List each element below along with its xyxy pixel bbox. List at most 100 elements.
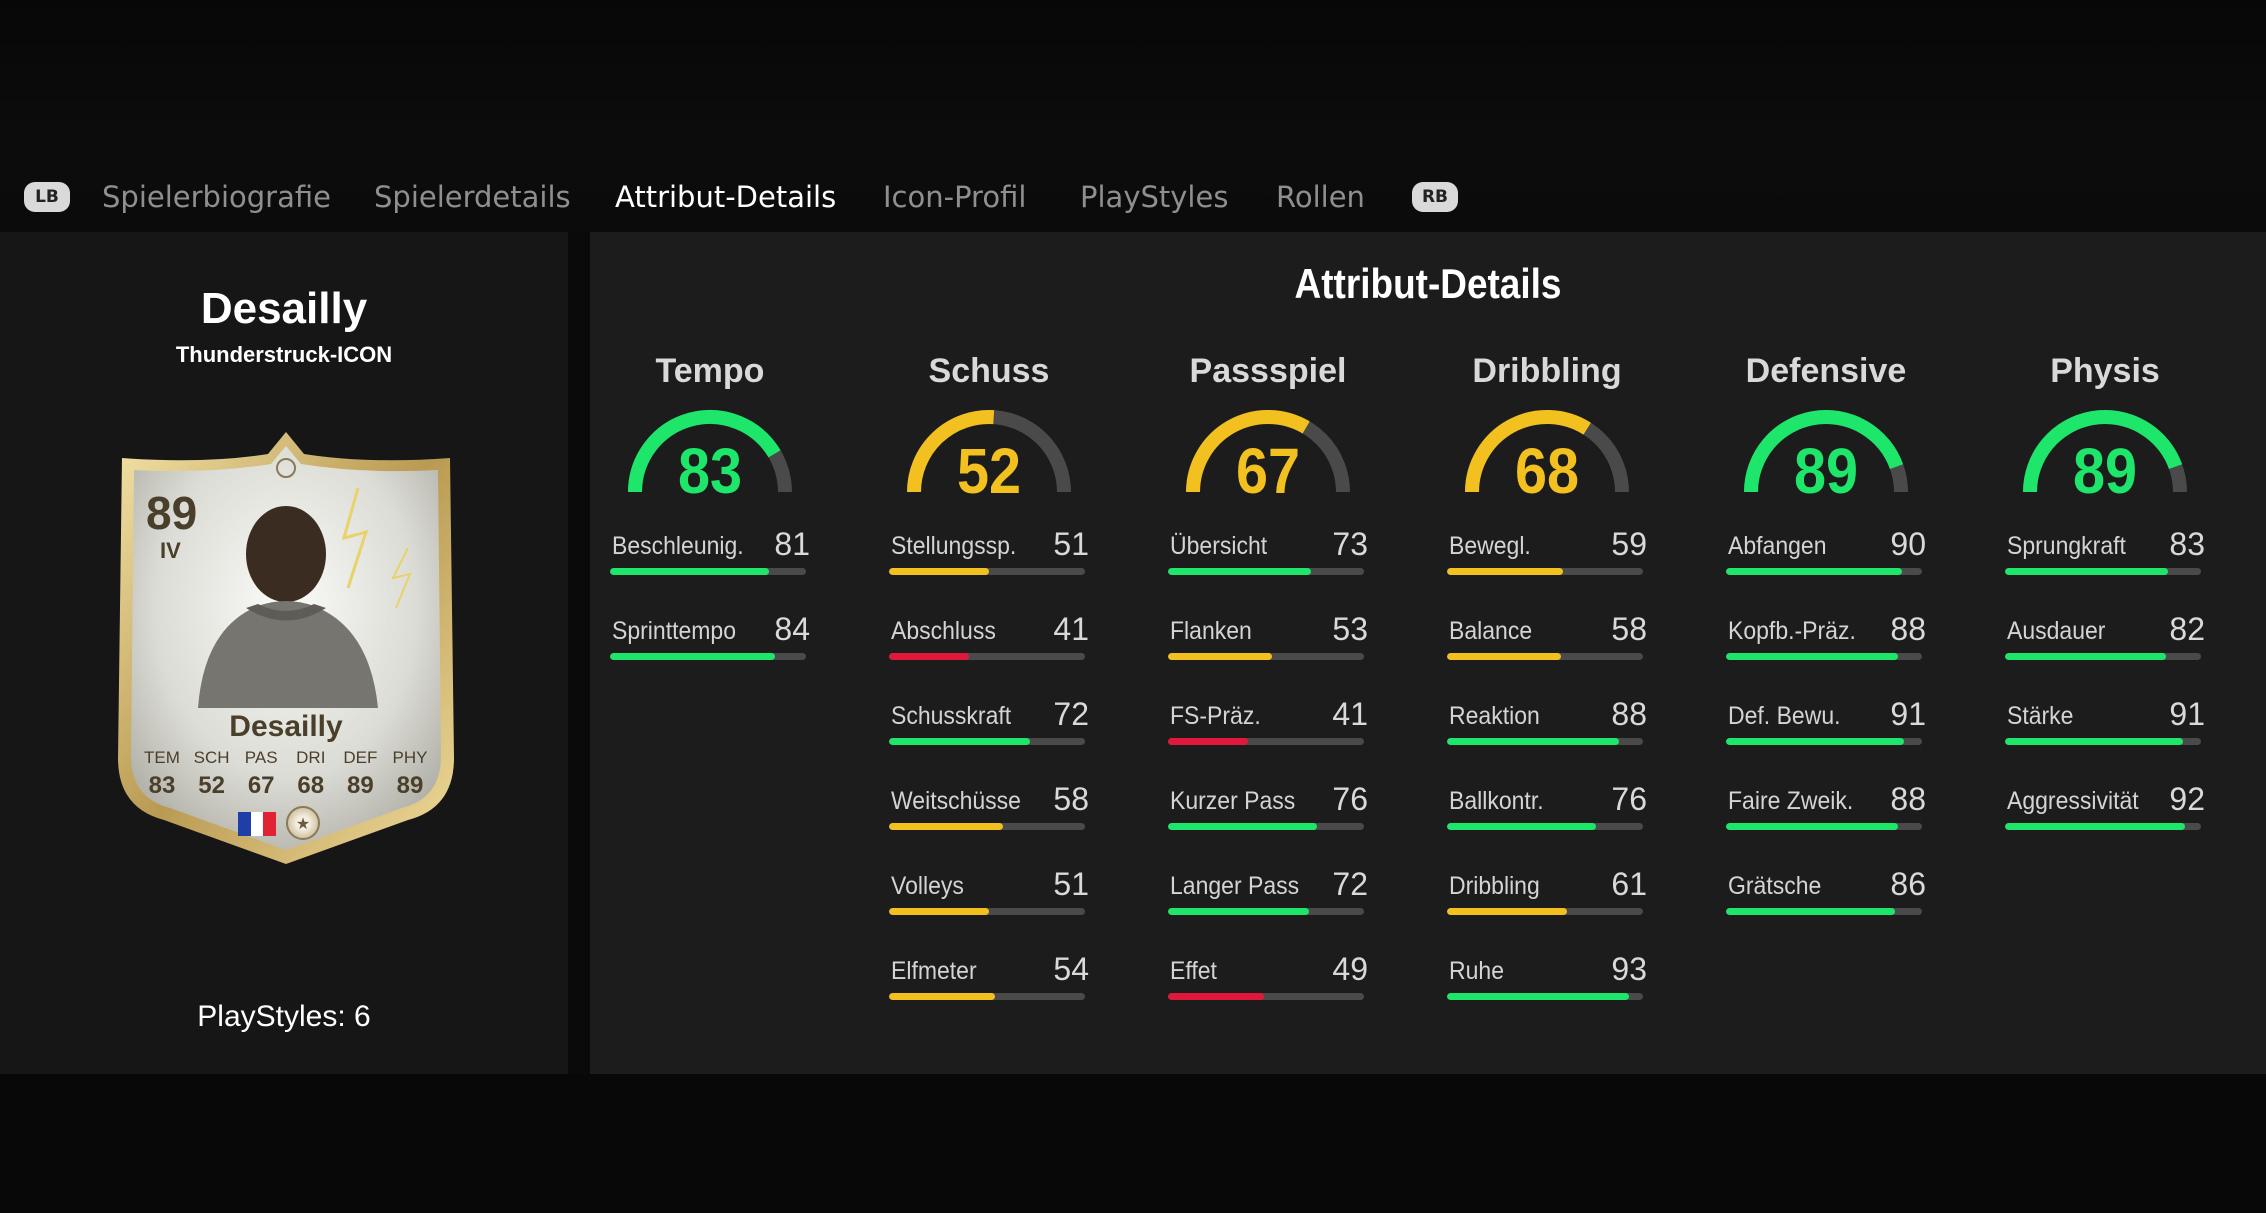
player-name: Desailly (200, 284, 368, 333)
sub-attribute-row: Dribbling 61 (1447, 866, 1647, 951)
sub-attribute-value: 54 (1053, 951, 1089, 987)
sub-attribute-name: Langer Pass (1170, 872, 1300, 900)
gauge-arc-icon (907, 410, 1071, 493)
sub-attribute-row: Ruhe 93 (1447, 951, 1647, 1036)
gauge-fill (628, 410, 781, 493)
sub-attribute-name: Kurzer Pass (1170, 787, 1296, 815)
sub-attribute-bar-fill (2005, 653, 2166, 660)
attribute-column-dribbling: Dribbling 68 Bewegl. 59 Balance 58 Reaktion 88 B… (1447, 352, 1647, 1036)
sub-attribute-name: FS-Präz. (1170, 702, 1261, 730)
sub-attribute-name: Dribbling (1449, 872, 1540, 900)
sub-attribute-bar (1726, 653, 1922, 660)
gauge-fill (2023, 410, 2183, 493)
attribute-column-passspiel: Passspiel 67 Übersicht 73 Flanken 53 FS-Präz. 4… (1168, 352, 1368, 1036)
category-gauge: 89 (1726, 406, 1926, 507)
sub-attribute-value: 83 (2169, 526, 2205, 562)
sub-attribute-value: 58 (1611, 611, 1647, 647)
attribute-column-tempo: Tempo 83 Beschleunig. 81 Sprinttempo 84 (610, 352, 810, 696)
sub-attribute-row: Abschluss 41 (889, 611, 1089, 696)
sub-attribute-row: Elfmeter 54 (889, 951, 1089, 1036)
sub-attribute-value: 86 (1890, 866, 1926, 902)
tab-spielerdetails[interactable]: Spielerdetails (374, 180, 571, 214)
category-value: 89 (2072, 435, 2138, 507)
player-panel: Desailly Thunderstruck-ICON (0, 232, 568, 1074)
sub-attribute-value: 88 (1611, 696, 1647, 732)
sub-attribute-value: 49 (1332, 951, 1368, 987)
sub-attribute-name: Sprungkraft (2007, 532, 2126, 560)
sub-attribute-bar-fill (2005, 568, 2168, 575)
card-rating: 89 (146, 487, 198, 539)
category-gauge: 68 (1447, 406, 1647, 507)
category-name: Defensive (1745, 352, 1907, 390)
sub-attribute-bar-fill (1726, 738, 1905, 745)
category-gauge: 52 (889, 406, 1089, 507)
sub-attribute-row: Schusskraft 72 (889, 696, 1089, 781)
tab-playstyles[interactable]: PlayStyles (1080, 180, 1229, 214)
sub-attribute-value: 76 (1332, 781, 1368, 817)
sub-attribute-name: Balance (1449, 617, 1533, 645)
bottom-background (0, 1074, 2266, 1213)
sub-attribute-value: 51 (1053, 866, 1089, 902)
tab-icon-profil[interactable]: Icon-Profil (883, 180, 1027, 214)
sub-attribute-name: Ballkontr. (1449, 787, 1544, 815)
tab-rollen[interactable]: Rollen (1276, 180, 1365, 214)
sub-attribute-value: 53 (1332, 611, 1368, 647)
sub-attribute-name: Sprinttempo (612, 617, 737, 645)
category-name: Passspiel (1189, 352, 1347, 390)
sub-attribute-bar (1447, 993, 1643, 1000)
sub-attribute-bar (1447, 908, 1643, 915)
card-stat: PHY 89 (392, 748, 428, 799)
sub-attribute-row: Volleys 51 (889, 866, 1089, 951)
sub-attribute-value: 93 (1611, 951, 1647, 987)
playstyles-count: PlayStyles: 6 (197, 1000, 371, 1033)
sub-attribute-row: Ballkontr. 76 (1447, 781, 1647, 866)
sub-attribute-name: Elfmeter (891, 957, 977, 985)
gauge-fill (1186, 410, 1310, 493)
card-stat: SCH 52 (193, 748, 230, 799)
sub-attribute-bar (1168, 738, 1364, 745)
sub-attribute-name: Abfangen (1728, 532, 1827, 560)
rb-button-icon[interactable]: RB (1412, 182, 1458, 212)
sub-attribute-value: 41 (1053, 611, 1089, 647)
sub-attribute-name: Bewegl. (1449, 532, 1531, 560)
category-name: Dribbling (1472, 352, 1622, 390)
lb-button-icon[interactable]: LB (24, 182, 70, 212)
sub-attribute-value: 51 (1053, 526, 1089, 562)
attribute-column-defensive: Defensive 89 Abfangen 90 Kopfb.-Präz. 88 Def. … (1726, 352, 1926, 951)
sub-attribute-row: Weitschüsse 58 (889, 781, 1089, 866)
sub-attribute-row: Aggressivität 92 (2005, 781, 2205, 866)
sub-attribute-value: 82 (2169, 611, 2205, 647)
sub-attribute-value: 72 (1053, 696, 1089, 732)
sub-attribute-bar (1168, 568, 1364, 575)
sub-attribute-name: Ruhe (1449, 957, 1504, 985)
sub-attribute-value: 90 (1890, 526, 1926, 562)
sub-attribute-bar-fill (889, 823, 1003, 830)
category-value: 68 (1514, 435, 1580, 507)
sub-attribute-bar (1447, 653, 1643, 660)
tab-spielerbiografie[interactable]: Spielerbiografie (102, 180, 331, 214)
sub-attribute-bar-fill (1168, 738, 1249, 745)
player-card[interactable]: 89 IV Desailly TEM 83 SCH 52 PAS 67 DRI 68 D… (108, 428, 464, 868)
sub-attribute-bar (889, 568, 1085, 575)
sub-attribute-bar-fill (1726, 908, 1895, 915)
sub-attribute-row: Ausdauer 82 (2005, 611, 2205, 696)
sub-attribute-bar-fill (1726, 823, 1899, 830)
sub-attribute-bar-fill (889, 653, 970, 660)
panel-title: Attribut-Details (1294, 260, 1562, 307)
sub-attribute-bar-fill (1447, 908, 1567, 915)
sub-attribute-value: 61 (1611, 866, 1647, 902)
sub-attribute-name: Weitschüsse (891, 787, 1021, 815)
sub-attribute-value: 88 (1890, 781, 1926, 817)
sub-attribute-bar-fill (1447, 823, 1596, 830)
sub-attribute-value: 76 (1611, 781, 1647, 817)
category-gauge: 67 (1168, 406, 1368, 507)
gauge-fill (1465, 410, 1591, 493)
card-frame-icon (118, 432, 454, 864)
tab-attribut-details[interactable]: Attribut-Details (615, 180, 837, 214)
sub-attribute-bar (2005, 653, 2201, 660)
sub-attribute-bar (1168, 653, 1364, 660)
sub-attribute-row: Def. Bewu. 91 (1726, 696, 1926, 781)
sub-attribute-row: Effet 49 (1168, 951, 1368, 1036)
category-name: Physis (2050, 352, 2160, 390)
gauge-arc-icon (628, 410, 792, 493)
